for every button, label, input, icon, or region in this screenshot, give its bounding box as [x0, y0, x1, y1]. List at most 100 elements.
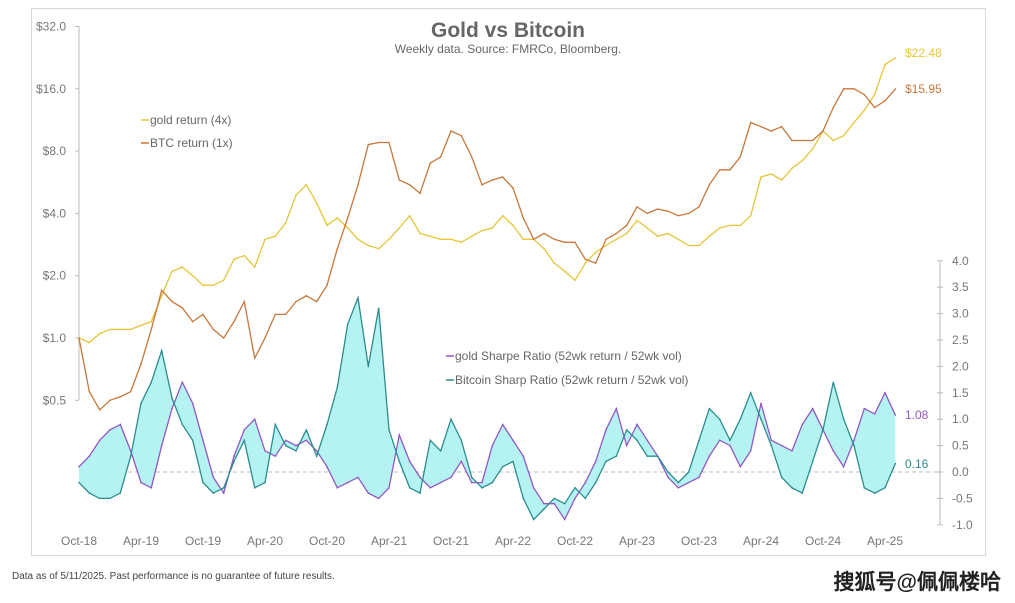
data-point-0 [749, 214, 752, 217]
data-point-1 [491, 179, 494, 181]
data-point-0 [305, 183, 308, 186]
data-point-0 [574, 279, 576, 282]
data-point-2 [894, 414, 897, 416]
data-point-1 [532, 238, 535, 241]
data-point-3 [811, 460, 814, 463]
data-point-0 [543, 247, 545, 250]
data-point-2 [191, 402, 194, 405]
data-point-1 [667, 210, 669, 212]
data-point-3 [119, 492, 122, 494]
data-point-1 [119, 395, 122, 398]
data-point-3 [481, 487, 483, 489]
data-point-0 [191, 274, 194, 277]
data-point-2 [181, 381, 184, 384]
data-point-2 [119, 423, 122, 426]
data-point-0 [729, 224, 731, 227]
data-point-0 [181, 266, 184, 268]
data-point-3 [88, 492, 91, 494]
data-point-1 [88, 390, 91, 393]
data-point-0 [625, 232, 628, 235]
data-point-2 [832, 450, 835, 452]
data-point-3 [512, 460, 514, 463]
data-point-1 [842, 88, 845, 90]
data-point-2 [605, 428, 607, 431]
data-point-2 [367, 492, 370, 494]
data-point-0 [563, 270, 566, 273]
data-point-1 [98, 408, 101, 411]
x-axis-tick-label: Apr-19 [123, 534, 159, 548]
data-point-2 [388, 487, 390, 489]
data-point-1 [832, 106, 835, 109]
data-point-1 [708, 183, 711, 186]
data-point-0 [150, 320, 153, 323]
data-point-3 [873, 492, 876, 494]
data-point-1 [749, 121, 752, 124]
right-axis-tick-label: 3.0 [952, 307, 969, 321]
data-point-0 [594, 251, 597, 253]
data-point-2 [553, 502, 556, 505]
right-axis-tick-label: 1.5 [952, 386, 969, 400]
data-point-0 [419, 232, 421, 235]
data-point-0 [346, 227, 349, 229]
data-point-1 [822, 130, 824, 132]
data-point-0 [646, 227, 649, 229]
left-axis-tick-label: $32.0 [36, 20, 66, 34]
data-point-0 [522, 238, 525, 241]
data-point-1 [656, 208, 659, 210]
data-point-3 [708, 407, 711, 410]
data-point-1 [140, 363, 142, 365]
data-point-3 [295, 450, 297, 452]
data-point-3 [822, 428, 824, 431]
data-point-1 [791, 139, 793, 142]
data-point-3 [191, 439, 194, 442]
data-point-3 [501, 465, 504, 468]
data-point-3 [233, 460, 235, 463]
data-point-3 [377, 307, 380, 310]
watermark: 搜狐号@佩佩楼哈 [833, 571, 1001, 594]
data-point-0 [894, 57, 897, 60]
data-point-2 [698, 476, 700, 479]
left-axis-tick-label: $1.0 [43, 331, 67, 345]
data-point-1 [326, 284, 328, 286]
data-point-1 [295, 300, 297, 303]
data-point-1 [78, 337, 80, 339]
x-axis-tick-label: Oct-21 [433, 534, 469, 548]
data-point-0 [780, 179, 783, 181]
data-point-1 [770, 130, 773, 132]
left-axis-tick-label: $0.5 [43, 393, 67, 407]
data-point-3 [615, 455, 618, 457]
data-point-1 [315, 300, 318, 303]
data-point-0 [863, 109, 866, 112]
end-value-label-0: $22.48 [905, 46, 942, 60]
data-point-1 [863, 93, 866, 96]
end-value-label-1: $15.95 [905, 82, 942, 96]
data-point-3 [739, 418, 742, 421]
data-point-2 [78, 465, 80, 468]
data-point-1 [388, 141, 390, 144]
data-point-0 [367, 244, 370, 247]
data-point-2 [574, 497, 576, 500]
data-point-2 [625, 444, 628, 447]
data-point-2 [677, 487, 680, 489]
data-point-2 [212, 476, 215, 479]
data-point-0 [315, 202, 318, 204]
data-point-1 [853, 88, 855, 90]
data-point-2 [439, 481, 442, 484]
data-point-1 [129, 390, 132, 393]
data-point-0 [811, 148, 814, 150]
data-point-2 [377, 497, 380, 500]
data-point-2 [150, 487, 153, 489]
data-point-0 [584, 262, 587, 264]
data-point-2 [718, 439, 721, 442]
series-line-1 [78, 88, 896, 411]
data-point-3 [884, 487, 886, 489]
data-point-1 [212, 328, 215, 331]
x-axis-tick-label: Oct-22 [557, 534, 593, 548]
data-point-0 [88, 341, 91, 344]
left-axis-tick-label: $8.0 [43, 144, 67, 158]
data-point-0 [336, 217, 339, 219]
data-point-2 [615, 407, 618, 410]
data-point-1 [594, 262, 597, 264]
x-axis-tick-label: Oct-18 [61, 534, 97, 548]
right-axis-tick-label: -1.0 [952, 518, 973, 532]
